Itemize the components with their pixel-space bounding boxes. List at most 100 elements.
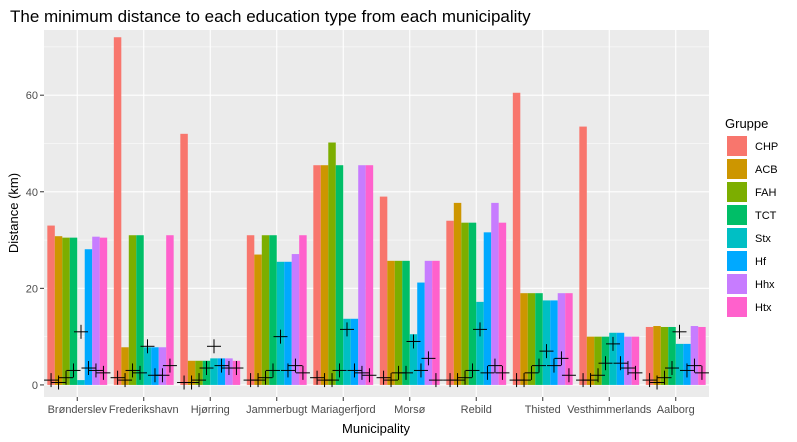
bar-fah <box>660 326 669 385</box>
point-marker <box>110 370 125 385</box>
point-marker <box>258 370 273 385</box>
point-marker <box>650 375 665 390</box>
point-marker <box>266 363 281 378</box>
point-marker <box>354 365 369 380</box>
point-marker <box>199 361 214 376</box>
legend-key-htx <box>727 297 747 317</box>
point-marker <box>133 365 148 380</box>
point-marker <box>554 351 569 366</box>
bar-stx <box>143 347 152 385</box>
point-marker <box>628 365 643 380</box>
point-marker <box>694 365 709 380</box>
point-marker <box>376 370 391 385</box>
point-marker <box>495 365 510 380</box>
point-marker <box>480 365 495 380</box>
bar-fah <box>128 235 137 385</box>
point-marker <box>591 368 606 383</box>
point-marker <box>66 363 81 378</box>
point-marker <box>288 358 303 373</box>
bar-tct <box>136 235 144 385</box>
point-marker <box>465 363 480 378</box>
bar-chp <box>579 126 587 385</box>
point-marker <box>229 361 244 376</box>
point-marker <box>546 358 561 373</box>
point-marker <box>450 373 465 388</box>
point-marker <box>406 334 421 349</box>
bar-acb <box>653 326 661 385</box>
bar-chp <box>113 37 122 385</box>
bar-fah <box>461 222 469 385</box>
point-marker <box>347 363 362 378</box>
point-marker <box>51 375 66 390</box>
legend-label-hhx: Hhx <box>755 279 775 291</box>
point-marker <box>362 368 377 383</box>
bar-stx <box>675 343 684 385</box>
point-marker <box>118 373 133 388</box>
bar-chp <box>47 225 55 385</box>
point-marker <box>620 361 635 376</box>
bar-hhx <box>424 260 433 385</box>
bar-acb <box>520 293 528 385</box>
bars <box>47 37 706 385</box>
bar-stx <box>343 318 351 385</box>
legend: Gruppe CHP ACB FAH TCT Stx Hf Hhx Htx <box>725 116 778 317</box>
point-marker <box>125 363 140 378</box>
legend-label-hf: Hf <box>755 256 767 268</box>
bar-tct <box>402 260 410 385</box>
point-marker <box>339 322 354 337</box>
point-marker <box>206 339 221 354</box>
bar-htx <box>565 293 573 385</box>
bar-hf <box>151 347 159 385</box>
bar-tct <box>535 293 543 385</box>
bar-acb <box>187 360 196 385</box>
legend-title: Gruppe <box>725 116 768 131</box>
bar-hhx <box>358 165 366 385</box>
bar-stx <box>609 332 617 385</box>
bar-chp <box>512 92 521 385</box>
legend-label-stx: Stx <box>755 233 771 245</box>
bar-acb <box>121 347 129 385</box>
bar-stx <box>276 261 285 385</box>
point-marker <box>672 324 687 339</box>
point-marker <box>598 356 613 371</box>
point-marker <box>295 365 310 380</box>
legend-key-acb <box>727 159 747 179</box>
y-tick-label: 0 <box>32 380 38 392</box>
point-marker <box>310 370 325 385</box>
bar-htx <box>631 336 640 385</box>
bar-hf <box>350 318 359 385</box>
x-tick-label: Rebild <box>461 404 492 416</box>
bar-hhx <box>557 293 566 385</box>
point-marker <box>679 363 694 378</box>
bar-chp <box>379 196 388 385</box>
point-marker <box>458 370 473 385</box>
bar-chp <box>180 133 188 385</box>
x-tick-label: Aalborg <box>657 404 695 416</box>
legend-label-htx: Htx <box>755 302 772 314</box>
bar-stx <box>210 358 218 385</box>
x-tick-label: Hjørring <box>191 404 230 416</box>
x-tick-label: Jammerbugt <box>246 404 307 416</box>
point-marker <box>140 339 155 354</box>
bar-acb <box>320 165 329 385</box>
point-marker <box>428 373 443 388</box>
bar-acb <box>254 254 262 385</box>
point-marker <box>605 336 620 351</box>
bar-acb <box>387 260 395 385</box>
bar-chp <box>645 326 654 385</box>
bar-hf <box>550 300 558 385</box>
point-marker <box>155 368 170 383</box>
bar-chp <box>313 165 321 385</box>
bar-hhx <box>291 254 300 385</box>
legend-key-hhx <box>727 274 747 294</box>
bar-hf <box>417 282 425 385</box>
bar-fah <box>261 235 270 385</box>
legend-label-chp: CHP <box>755 141 778 153</box>
plot-panel <box>44 30 709 397</box>
point-marker <box>561 368 576 383</box>
bar-htx <box>365 165 374 385</box>
bar-fah <box>594 336 602 385</box>
bar-tct <box>69 237 78 385</box>
point-marker <box>59 370 74 385</box>
